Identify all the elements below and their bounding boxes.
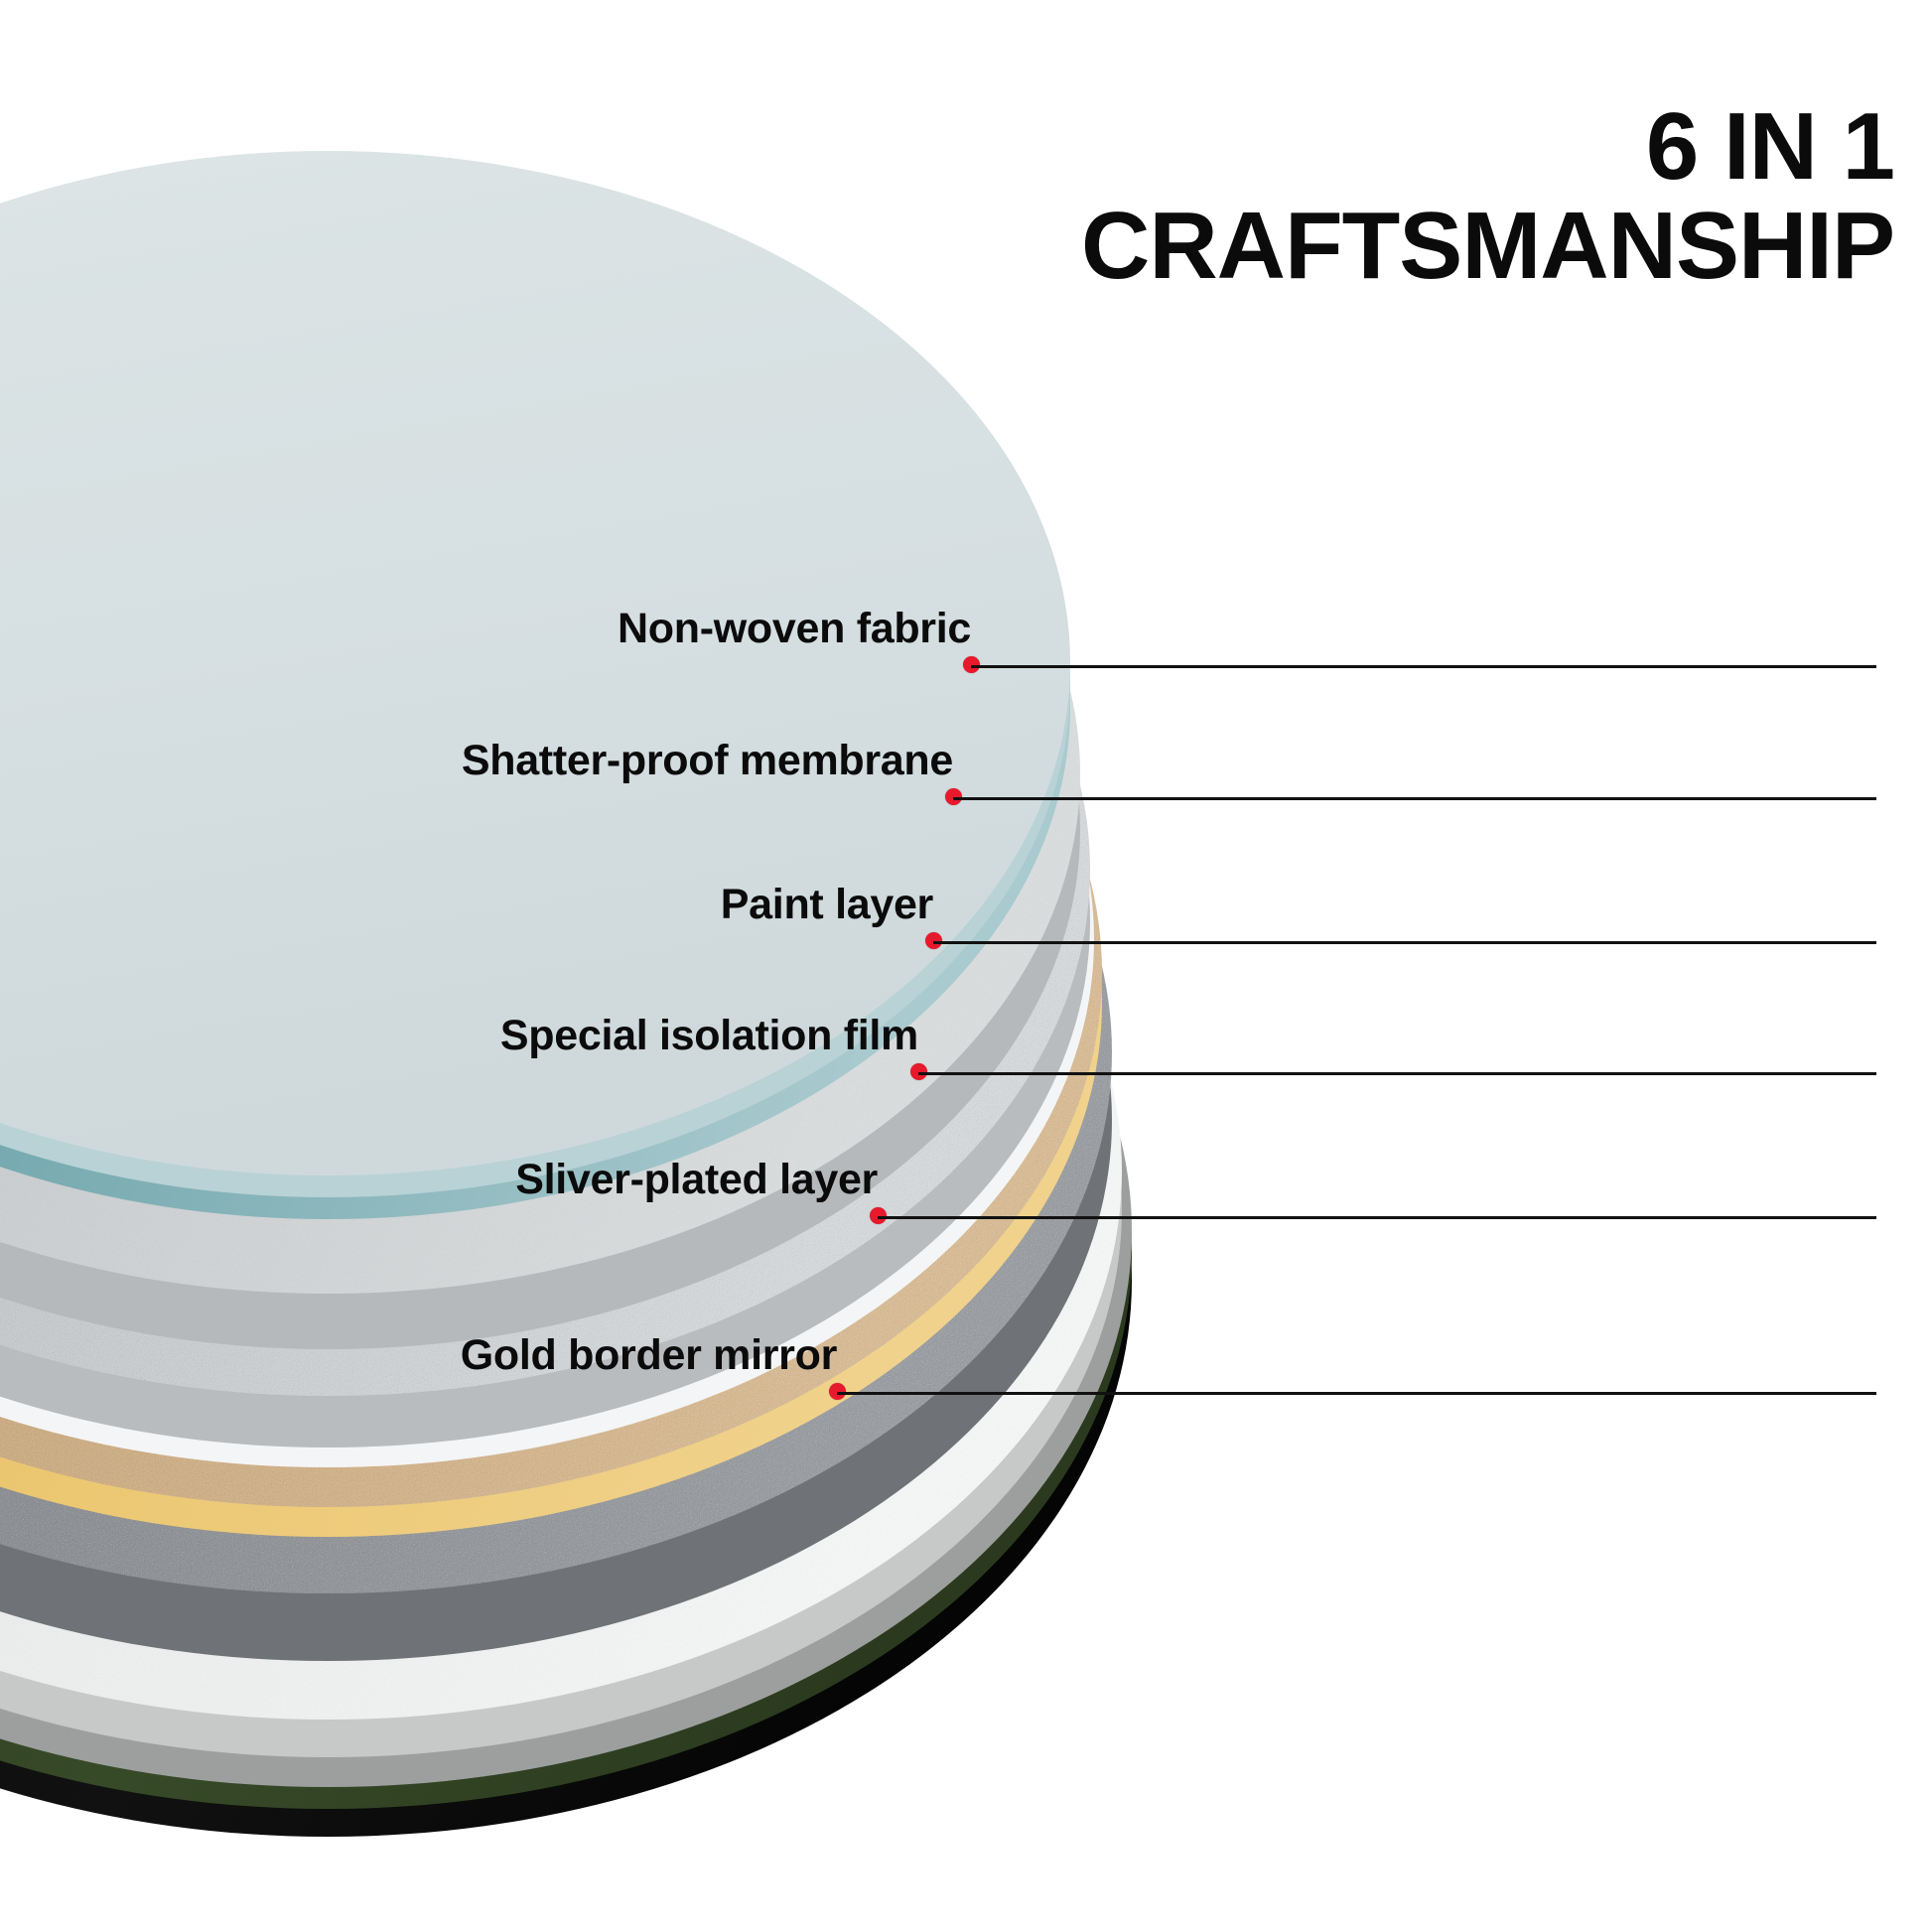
callout-marker-dot-icon [870, 1207, 887, 1224]
layer-glass-mirror-top [0, 151, 1070, 1219]
callout-marker-dot-icon [963, 656, 980, 673]
callout-leader-line [878, 1216, 1876, 1219]
callout-leader-line [933, 941, 1876, 944]
callout-leader-line [971, 665, 1876, 668]
callout-label: Sliver-plated layer [515, 1156, 878, 1203]
callout-marker-dot-icon [945, 788, 962, 805]
callout-marker-dot-icon [829, 1383, 846, 1400]
callout-leader-line [918, 1072, 1876, 1075]
callout-leader-line [837, 1392, 1876, 1395]
callout-label: Special isolation film [499, 1012, 918, 1059]
callout-marker-dot-icon [925, 932, 942, 949]
callout-label: Non-woven fabric [618, 605, 971, 652]
callout-label: Gold border mirror [460, 1331, 838, 1379]
callout-marker-dot-icon [910, 1063, 927, 1080]
callout-label: Paint layer [720, 881, 934, 928]
callout-label: Shatter-proof membrane [461, 737, 953, 784]
callout-leader-line [953, 797, 1876, 800]
